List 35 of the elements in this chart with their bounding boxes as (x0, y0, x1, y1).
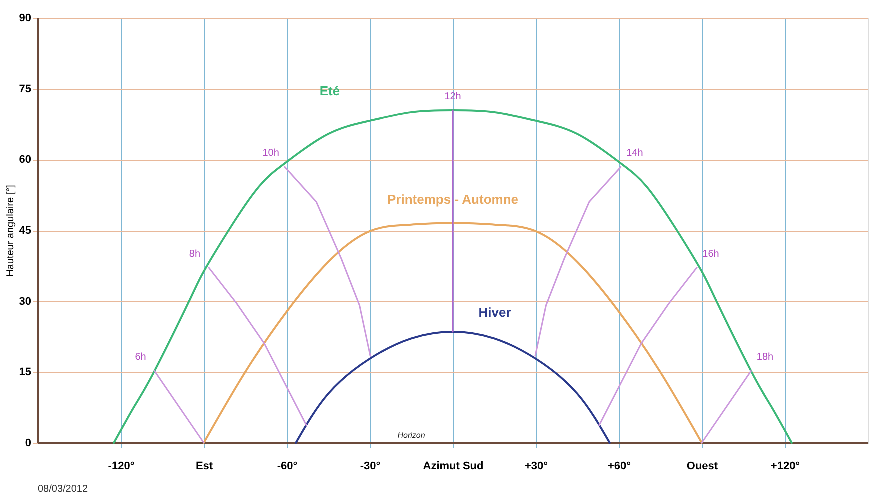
y-tick-label: 15 (19, 366, 32, 379)
series-label: Hiver (478, 305, 512, 320)
line-series (208, 267, 308, 426)
annotation: 6h (135, 352, 146, 364)
annotation: 16h (702, 248, 720, 260)
x-tick-label: Ouest (686, 460, 718, 472)
line-series (295, 331, 611, 444)
annotation: 10h (262, 148, 280, 160)
line-series (534, 166, 622, 357)
y-tick-label: 90 (19, 12, 32, 24)
y-tick-label: 60 (19, 154, 32, 166)
y-axis-title: Hauteur angulaire [°] (5, 184, 16, 277)
line-series (598, 267, 698, 426)
annotation: 8h (189, 248, 201, 260)
y-tick-label: 30 (19, 296, 32, 308)
x-tick-label: +30° (524, 460, 548, 472)
y-tick-label: 75 (19, 83, 32, 96)
x-tick-label: +120° (770, 460, 800, 472)
text: Eté (320, 84, 340, 99)
annotation: 14h (626, 148, 644, 160)
y-tick-label: 0 (25, 438, 32, 450)
annotation: Horizon (398, 431, 426, 440)
x-tick-label: -30° (360, 460, 381, 472)
line-series (284, 166, 372, 357)
line-series (113, 110, 793, 444)
series-label: Printemps - Automne (388, 192, 518, 207)
x-tick-label: -60° (277, 460, 298, 472)
text: 08/03/2012 (38, 484, 88, 494)
y-tick-label: 45 (19, 225, 32, 237)
x-tick-label: -120° (108, 460, 135, 472)
line-series (203, 222, 703, 444)
x-tick-label: +60° (608, 460, 632, 472)
x-tick-label: Est (196, 460, 214, 472)
annotation: 18h (756, 352, 774, 364)
x-tick-label: Azimut Sud (423, 460, 484, 472)
